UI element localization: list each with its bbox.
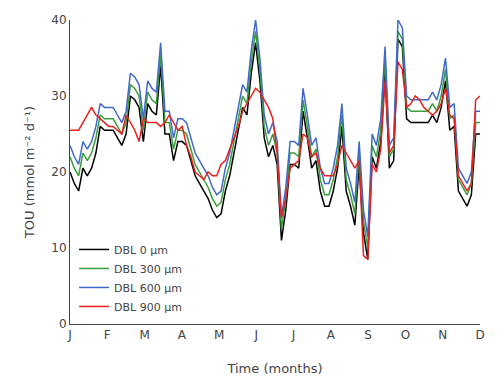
svg-text:A: A [178, 328, 187, 342]
svg-text:S: S [364, 328, 372, 342]
svg-text:20: 20 [51, 165, 66, 179]
svg-text:DBL 0 μm: DBL 0 μm [114, 244, 168, 257]
svg-text:0: 0 [59, 317, 67, 331]
svg-text:J: J [254, 328, 259, 342]
svg-text:A: A [327, 328, 336, 342]
svg-text:M: M [139, 328, 149, 342]
svg-text:40: 40 [51, 13, 66, 27]
svg-text:TOU (mmol m⁻² d⁻¹): TOU (mmol m⁻² d⁻¹) [22, 106, 37, 239]
svg-text:F: F [104, 328, 111, 342]
svg-text:DBL 300 μm: DBL 300 μm [114, 263, 182, 276]
svg-text:M: M [214, 328, 224, 342]
svg-text:DBL 900 μm: DBL 900 μm [114, 301, 182, 314]
svg-text:J: J [291, 328, 296, 342]
svg-text:Time (months): Time (months) [226, 361, 322, 376]
svg-text:J: J [67, 328, 72, 342]
svg-text:N: N [438, 328, 447, 342]
svg-text:30: 30 [51, 89, 66, 103]
svg-text:10: 10 [51, 241, 66, 255]
svg-text:D: D [475, 328, 484, 342]
svg-text:O: O [401, 328, 410, 342]
svg-text:DBL 600 μm: DBL 600 μm [114, 282, 182, 295]
